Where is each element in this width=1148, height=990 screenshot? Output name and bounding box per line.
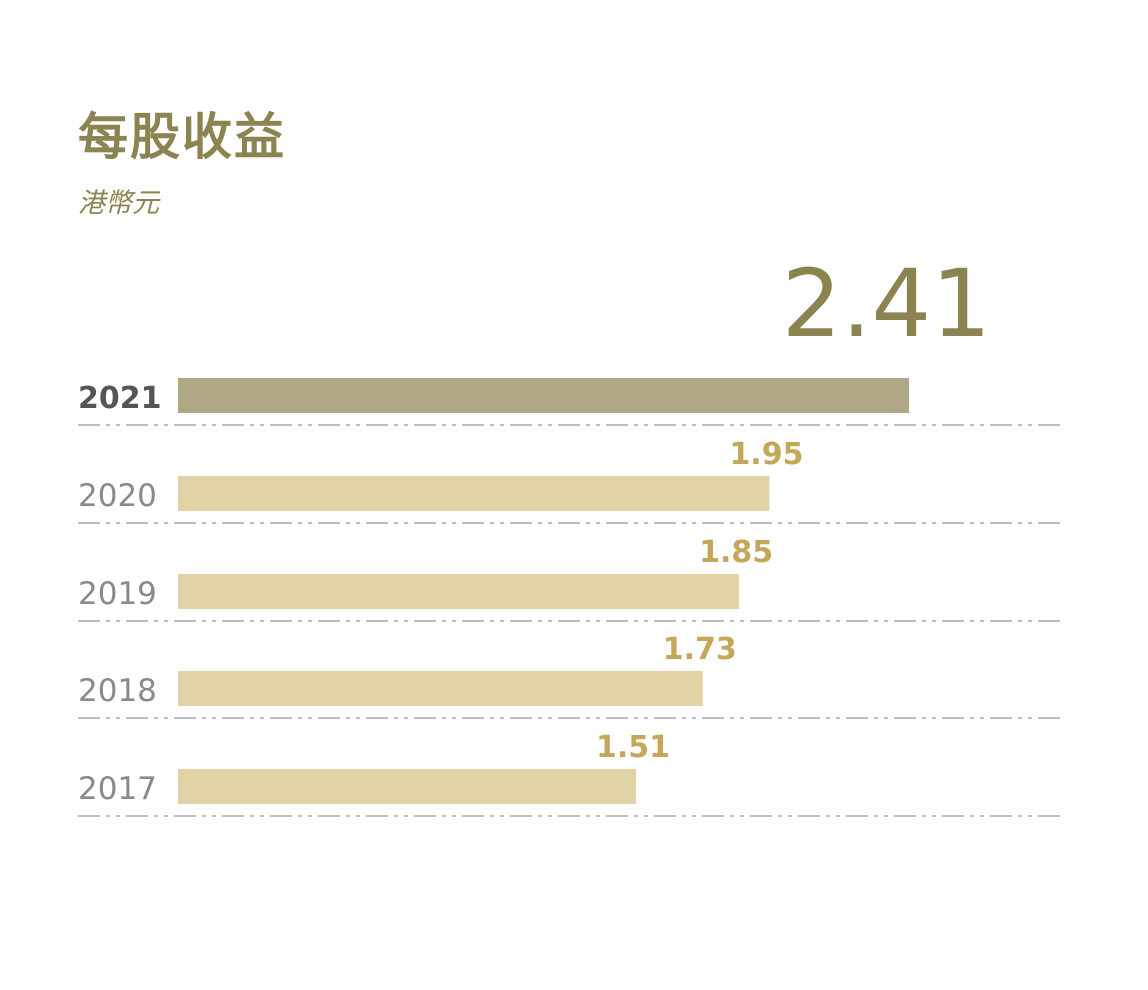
category-label-2021: 2021 <box>78 381 162 416</box>
bar-2021 <box>178 378 909 413</box>
bar-2017 <box>178 769 637 804</box>
value-label-2018: 1.73 <box>663 632 737 667</box>
bar-2018 <box>178 671 703 706</box>
value-label-2019: 1.85 <box>699 535 773 570</box>
category-label-2018: 2018 <box>78 673 157 709</box>
value-label-2020: 1.95 <box>729 437 803 472</box>
chart-subtitle: 港幣元 <box>78 188 159 219</box>
bar-2020 <box>178 476 770 511</box>
category-label-2017: 2017 <box>78 771 157 807</box>
value-label-2017: 1.51 <box>596 730 670 765</box>
chart-title: 每股收益 <box>78 108 286 166</box>
category-label-2020: 2020 <box>78 478 157 514</box>
value-label-2021: 2.41 <box>782 250 991 359</box>
category-label-2019: 2019 <box>78 576 157 612</box>
bar-2019 <box>178 574 740 609</box>
